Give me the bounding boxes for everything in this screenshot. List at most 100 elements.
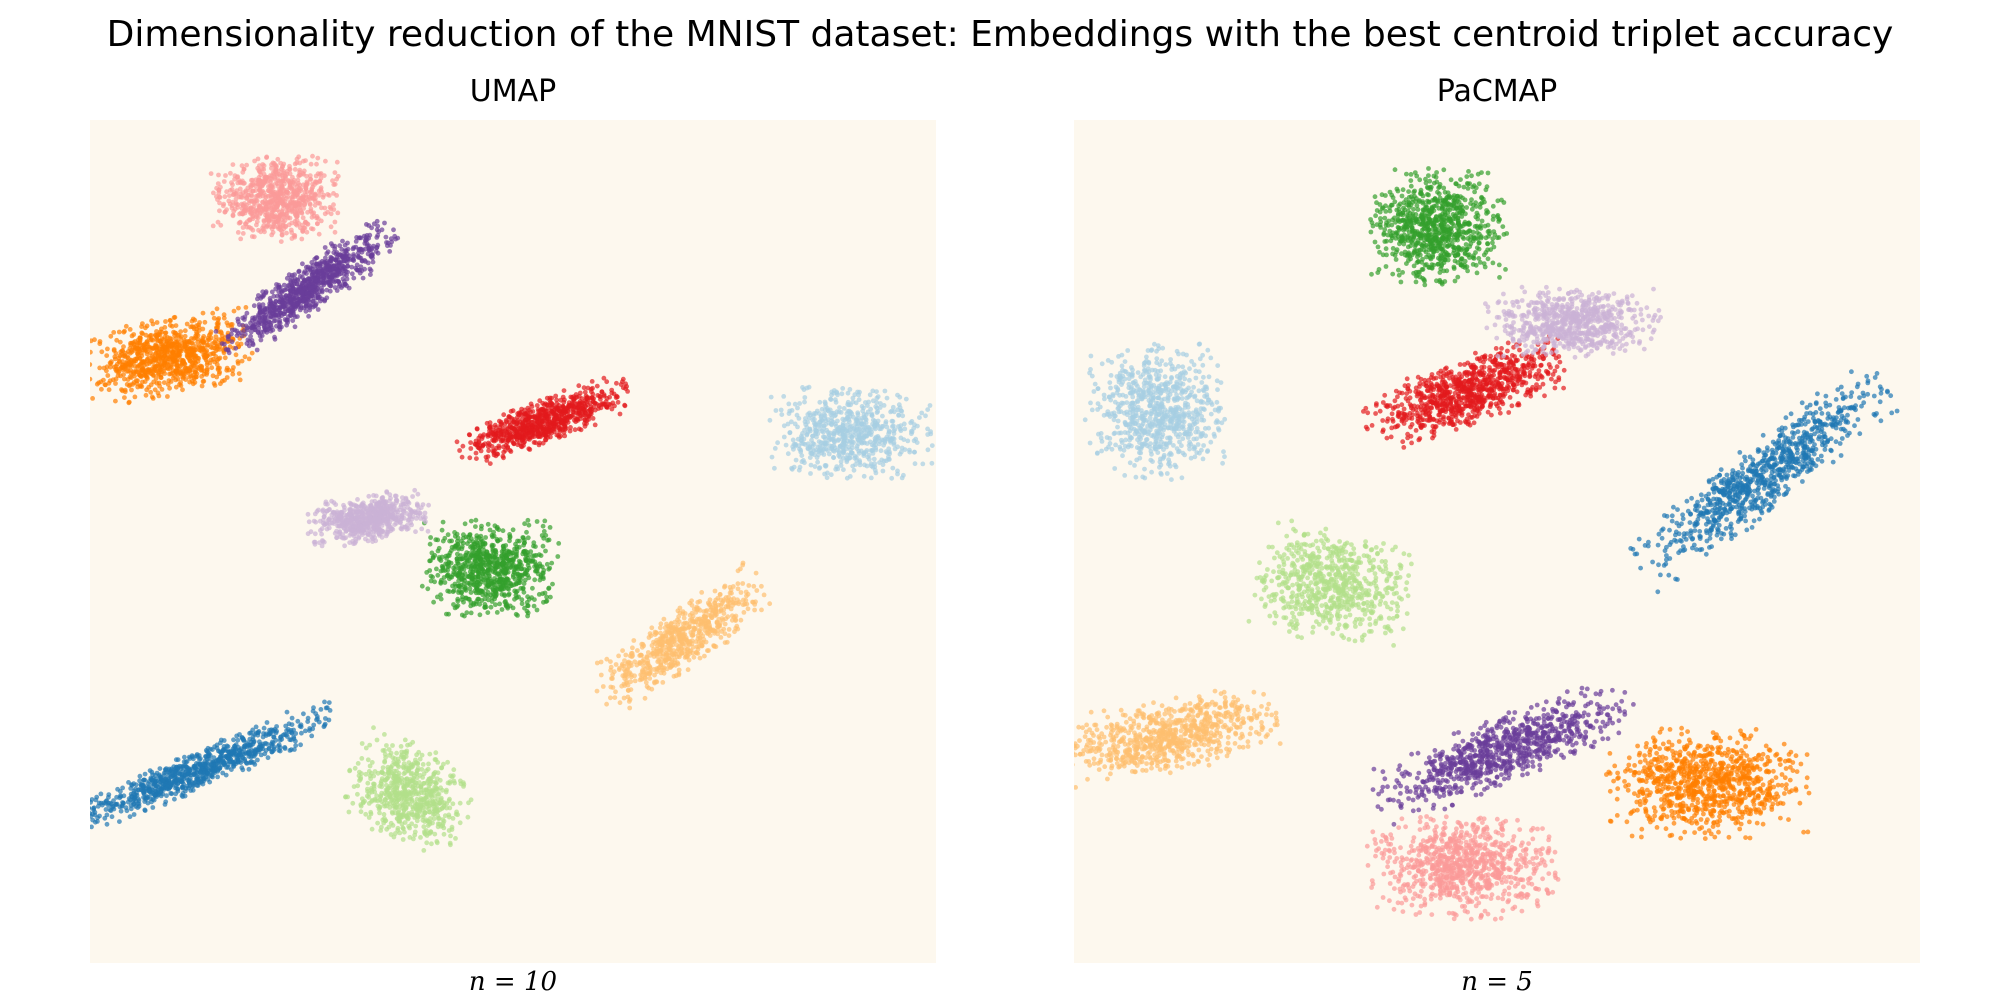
scatter-point	[552, 424, 558, 430]
scatter-point	[468, 552, 474, 558]
scatter-point	[791, 464, 797, 470]
scatter-point	[827, 407, 833, 413]
scatter-point	[783, 442, 789, 448]
scatter-point	[267, 189, 273, 194]
scatter-point	[511, 557, 516, 562]
scatter-point	[525, 562, 531, 568]
scatter-point	[197, 761, 203, 767]
scatter-point	[835, 418, 840, 424]
scatter-point	[238, 236, 244, 242]
scatter-point	[221, 761, 227, 767]
scatter-point	[840, 423, 846, 428]
scatter-point	[810, 433, 816, 439]
scatter-point	[582, 412, 588, 418]
scatter-point	[808, 471, 813, 476]
scatter-point	[498, 586, 504, 591]
scatter-point	[270, 740, 276, 746]
scatter-point	[474, 533, 480, 539]
scatter-point	[456, 590, 461, 595]
scatter-point	[380, 765, 386, 770]
scatter-point	[133, 804, 139, 809]
scatter-point	[211, 755, 217, 760]
scatter-point	[287, 163, 292, 169]
scatter-point	[413, 823, 419, 829]
scatter-point	[90, 396, 95, 401]
scatter-point	[424, 817, 429, 823]
scatter-point	[194, 752, 200, 757]
scatter-point	[180, 794, 186, 799]
scatter-point	[424, 768, 429, 774]
scatter-point	[318, 187, 324, 192]
scatter-point	[394, 750, 399, 756]
scatter-point	[494, 610, 500, 615]
scatter-point	[617, 411, 623, 417]
scatter-point	[316, 231, 322, 237]
scatter-point	[149, 769, 155, 775]
scatter-point	[843, 446, 849, 452]
cluster-4	[343, 725, 474, 853]
scatter-point	[530, 585, 535, 591]
scatter-point	[804, 385, 810, 391]
scatter-point	[468, 440, 473, 445]
scatter-point	[871, 456, 877, 462]
scatter-point	[305, 209, 310, 215]
scatter-point	[859, 421, 865, 427]
scatter-point	[295, 177, 301, 183]
scatter-point	[163, 766, 169, 771]
scatter-point	[477, 581, 483, 587]
scatter-point	[182, 763, 188, 769]
scatter-point	[304, 229, 310, 235]
scatter-point	[117, 804, 123, 810]
scatter-point	[393, 793, 399, 798]
scatter-point	[104, 812, 110, 818]
scatter-point	[204, 372, 209, 377]
scatter-point	[427, 568, 433, 573]
scatter-point	[529, 404, 535, 409]
scatter-point	[870, 447, 875, 453]
scatter-point	[428, 558, 433, 564]
scatter-point	[598, 394, 603, 400]
scatter-point	[447, 779, 453, 784]
scatter-point	[447, 796, 452, 802]
cluster-7	[90, 305, 255, 406]
scatter-point	[846, 419, 852, 424]
scatter-point	[328, 224, 334, 230]
scatter-point	[256, 167, 262, 173]
scatter-point	[429, 841, 434, 847]
scatter-point	[214, 306, 220, 312]
scatter-point	[797, 464, 803, 470]
scatter-point	[255, 757, 260, 763]
scatter-point	[494, 562, 500, 568]
cluster-2	[767, 384, 935, 481]
scatter-point	[929, 460, 935, 466]
scatter-point	[315, 155, 321, 161]
scatter-point	[257, 739, 262, 745]
scatter-point	[487, 573, 492, 579]
scatter-point	[498, 429, 504, 435]
scatter-point	[457, 820, 463, 826]
scatter-point	[522, 439, 527, 445]
scatter-point	[90, 376, 93, 382]
scatter-point	[104, 821, 110, 827]
scatter-point	[90, 349, 93, 355]
scatter-point	[522, 431, 528, 437]
scatter-point	[414, 818, 420, 824]
scatter-point	[844, 475, 850, 481]
scatter-point	[460, 594, 465, 600]
scatter-point	[301, 168, 307, 174]
scatter-point	[449, 774, 455, 780]
scatter-point	[401, 765, 407, 771]
scatter-point	[483, 577, 488, 582]
scatter-point	[468, 518, 474, 524]
scatter-point	[437, 807, 443, 813]
scatter-point	[841, 467, 846, 473]
scatter-point	[446, 611, 451, 617]
scatter-point	[426, 761, 431, 767]
scatter-point	[432, 757, 438, 762]
scatter-point	[501, 455, 506, 461]
scatter-point	[552, 406, 558, 412]
scatter-point	[438, 592, 443, 598]
scatter-point	[624, 384, 629, 389]
scatter-point	[907, 447, 912, 453]
scatter-point	[221, 179, 227, 184]
